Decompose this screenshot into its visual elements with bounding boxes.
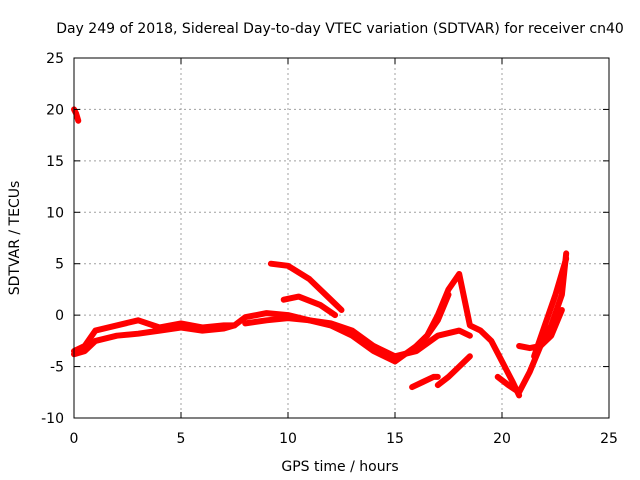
y-tick-label: 5: [55, 257, 64, 273]
x-axis-label: GPS time / hours: [281, 459, 398, 475]
y-tick-label: 20: [46, 102, 64, 118]
series-arc-6: [280, 293, 339, 319]
y-tick-label: 10: [46, 205, 64, 221]
y-axis-label: SDTVAR / TECUs: [7, 181, 23, 296]
series-arc-8: [434, 353, 473, 389]
y-tick-label: -10: [41, 411, 64, 427]
y-tick-label: 0: [55, 308, 64, 324]
series-arc-3: [71, 322, 238, 358]
x-tick-label: 5: [177, 431, 186, 447]
x-tick-label: 15: [386, 431, 404, 447]
series-arc-9: [409, 373, 441, 391]
chart-title: Day 249 of 2018, Sidereal Day-to-day VTE…: [56, 21, 624, 37]
series-arc-1: [71, 106, 82, 124]
x-tick-label: 10: [279, 431, 297, 447]
y-tick-label: 25: [46, 51, 64, 67]
grid: [74, 58, 609, 418]
axis-ticks: 0 5 10 15 20 25 -10 -5 0 5 10 15 20 25: [41, 51, 618, 447]
y-tick-label: -5: [50, 360, 64, 376]
series-arc-12: [531, 255, 570, 360]
series-arc-4: [242, 315, 473, 360]
x-tick-label: 25: [600, 431, 618, 447]
series-arc-5: [267, 260, 345, 313]
y-tick-label: 15: [46, 154, 64, 170]
series-arc-7: [413, 271, 523, 399]
x-tick-label: 20: [493, 431, 511, 447]
data-series: [71, 106, 570, 399]
series-arc-2: [71, 291, 452, 365]
x-tick-label: 0: [70, 431, 79, 447]
plot-frame: [73, 57, 610, 419]
